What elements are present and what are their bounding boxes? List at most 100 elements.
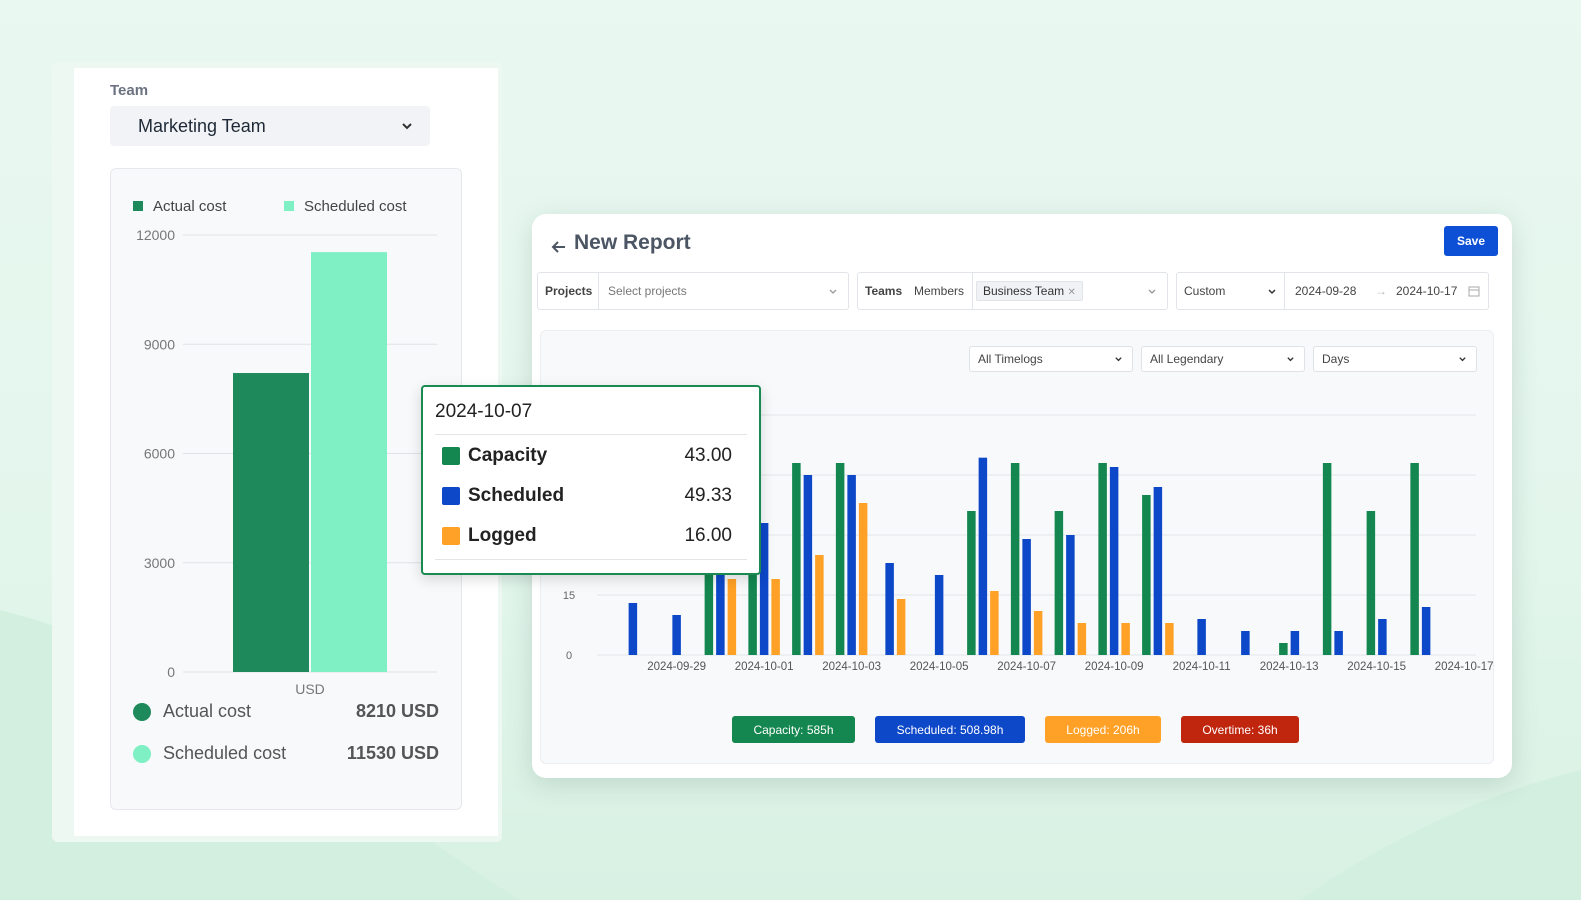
bar-logged-2024-10-01[interactable] xyxy=(771,579,780,655)
granularity-dropdown[interactable]: Days xyxy=(1313,346,1477,372)
chevron-down-icon xyxy=(1115,357,1122,362)
scheduled-total-badge[interactable]: Scheduled: 508.98h xyxy=(875,716,1025,743)
bar-capacity-2024-10-09[interactable] xyxy=(1098,463,1107,655)
team-select-value: Marketing Team xyxy=(138,115,266,136)
tooltip-row-label: Capacity xyxy=(468,445,548,466)
bar-scheduled-2024-10-03[interactable] xyxy=(847,475,856,655)
x-tick-label: USD xyxy=(295,681,325,697)
date-to-input[interactable]: 2024-10-17 xyxy=(1396,284,1458,298)
projects-select[interactable]: Select projects xyxy=(608,284,687,298)
y-tick-label: 9000 xyxy=(144,336,175,352)
x-tick-label: 2024-10-13 xyxy=(1260,661,1319,673)
projects-label: Projects xyxy=(545,284,593,298)
summary-scheduled-cost: Scheduled cost 11530 USD xyxy=(133,743,439,764)
summary-scheduled-amount: 11530 USD xyxy=(346,743,439,763)
bar-capacity-2024-10-02[interactable] xyxy=(792,463,801,655)
y-tick-label: 0 xyxy=(167,664,175,680)
bar-logged-2024-10-07[interactable] xyxy=(1033,611,1043,655)
bar-logged-2024-10-04[interactable] xyxy=(896,599,906,655)
members-tab[interactable]: Members xyxy=(914,284,965,298)
tooltip-row-scheduled: Scheduled 49.33 xyxy=(442,483,732,509)
bar-scheduled-2024-10-01[interactable] xyxy=(759,523,769,655)
bar-logged-2024-10-08[interactable] xyxy=(1077,623,1087,655)
scheduled-swatch xyxy=(442,487,460,505)
teams-tab[interactable]: Teams xyxy=(865,284,903,298)
bar-capacity-2024-10-10[interactable] xyxy=(1142,495,1151,655)
timelogs-dropdown[interactable]: All Timelogs xyxy=(969,346,1133,372)
bar-scheduled-2024-10-04[interactable] xyxy=(885,563,894,655)
x-tick-label: 2024-10-15 xyxy=(1347,661,1406,673)
legend-label-scheduled: Scheduled cost xyxy=(304,198,407,215)
bar-scheduled-2024-10-14[interactable] xyxy=(1334,631,1343,655)
chevron-down-icon xyxy=(1148,289,1156,294)
teams-filter: Teams Members Business Team ✕ xyxy=(857,272,1168,310)
tooltip-row-label: Scheduled xyxy=(468,485,565,506)
bar-logged-2024-09-30[interactable] xyxy=(727,579,737,655)
bar-logged-2024-10-02[interactable] xyxy=(815,555,824,655)
logged-total-badge[interactable]: Logged: 206h xyxy=(1045,716,1161,743)
bar-scheduled-2024-10-07[interactable] xyxy=(1022,539,1031,655)
arrow-right-icon: → xyxy=(1375,284,1387,298)
chevron-down-icon xyxy=(1287,357,1294,362)
x-tick-label: 2024-10-03 xyxy=(822,661,881,673)
capacity-total-badge[interactable]: Capacity: 585h xyxy=(732,716,855,743)
team-tag[interactable]: Business Team ✕ xyxy=(976,273,1083,309)
bar-scheduled-2024-10-10[interactable] xyxy=(1153,487,1163,655)
bar-logged-2024-10-10[interactable] xyxy=(1165,623,1174,655)
legend-label-actual: Actual cost xyxy=(153,198,227,215)
bar-scheduled-2024-10-11[interactable] xyxy=(1197,619,1206,655)
bar-capacity-2024-10-06[interactable] xyxy=(967,511,976,655)
chevron-down-icon xyxy=(1459,357,1466,362)
capacity-swatch xyxy=(442,447,460,465)
team-tag-label: Business Team xyxy=(983,284,1065,298)
bar-logged-2024-10-03[interactable] xyxy=(858,503,868,655)
legendary-dropdown[interactable]: All Legendary xyxy=(1141,346,1305,372)
team-cost-panel: Team Marketing Team Actual cost Schedule… xyxy=(74,68,498,836)
back-arrow-icon[interactable] xyxy=(546,234,572,260)
bar-scheduled-2024-10-05[interactable] xyxy=(934,575,944,655)
bar-capacity-2024-10-15[interactable] xyxy=(1366,511,1376,655)
x-tick-label: 2024-10-11 xyxy=(1173,661,1231,673)
tooltip-row-value: 43.00 xyxy=(684,445,732,466)
summary-scheduled-label: Scheduled cost xyxy=(163,743,287,763)
bar-logged-2024-10-06[interactable] xyxy=(990,591,999,655)
y-tick-label: 0 xyxy=(566,650,572,662)
range-mode-select[interactable]: Custom xyxy=(1184,284,1226,298)
bar-scheduled-cost[interactable] xyxy=(311,252,387,672)
chevron-down-icon xyxy=(829,289,837,294)
bar-scheduled-2024-10-06[interactable] xyxy=(978,457,988,655)
tooltip-row-label: Logged xyxy=(468,525,537,546)
bar-scheduled-2024-09-29[interactable] xyxy=(672,615,681,655)
bar-scheduled-2024-09-28[interactable] xyxy=(628,603,638,655)
bar-capacity-2024-10-13[interactable] xyxy=(1279,643,1288,655)
bar-capacity-2024-10-01[interactable] xyxy=(748,511,757,655)
bar-scheduled-2024-10-15[interactable] xyxy=(1378,619,1387,655)
bar-capacity-2024-10-07[interactable] xyxy=(1010,463,1020,655)
y-tick-label: 12000 xyxy=(136,227,175,243)
save-button[interactable]: Save xyxy=(1444,226,1498,256)
granularity-dropdown-value: Days xyxy=(1322,352,1350,366)
calendar-icon[interactable] xyxy=(1468,285,1480,297)
bar-capacity-2024-10-08[interactable] xyxy=(1054,511,1064,655)
bar-capacity-2024-10-03[interactable] xyxy=(835,463,845,655)
overtime-total-badge[interactable]: Overtime: 36h xyxy=(1181,716,1299,743)
bar-scheduled-2024-10-12[interactable] xyxy=(1241,631,1250,655)
bar-scheduled-2024-10-02[interactable] xyxy=(803,475,813,655)
date-from-input[interactable]: 2024-09-28 xyxy=(1295,284,1357,298)
bar-actual-cost[interactable] xyxy=(233,373,309,672)
chart-tooltip: 2024-10-07 Capacity 43.00 Scheduled 49.3… xyxy=(421,385,761,575)
bar-capacity-2024-10-14[interactable] xyxy=(1322,463,1332,655)
close-icon[interactable]: ✕ xyxy=(1067,287,1076,298)
projects-filter: Projects Select projects xyxy=(537,272,849,310)
bar-scheduled-2024-10-08[interactable] xyxy=(1066,535,1075,655)
logged-swatch xyxy=(442,527,460,545)
bar-logged-2024-10-09[interactable] xyxy=(1121,623,1130,655)
report-title: New Report xyxy=(574,231,691,254)
bar-capacity-2024-10-16[interactable] xyxy=(1410,463,1419,655)
bar-scheduled-2024-10-13[interactable] xyxy=(1290,631,1300,655)
bar-scheduled-2024-10-09[interactable] xyxy=(1109,467,1119,655)
summary-actual-label: Actual cost xyxy=(163,701,252,721)
bar-scheduled-2024-10-16[interactable] xyxy=(1421,607,1431,655)
y-tick-label: 15 xyxy=(563,590,575,602)
team-select[interactable]: Marketing Team xyxy=(110,106,430,146)
